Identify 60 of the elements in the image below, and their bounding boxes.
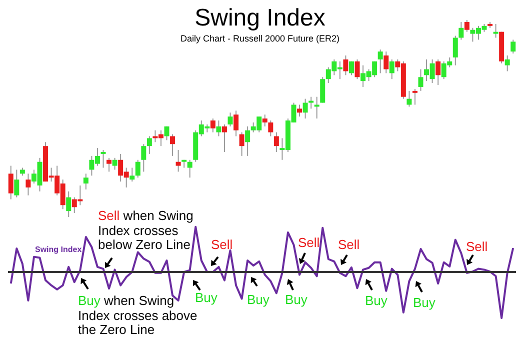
candlestick	[130, 167, 135, 182]
candlestick	[378, 49, 383, 74]
chart-title: Swing Index	[194, 4, 326, 32]
annotation: Buy	[365, 293, 388, 308]
candlestick	[268, 120, 274, 137]
candlestick	[354, 58, 360, 80]
annotation: Buy when Swing Index crosses above the Zero Line	[78, 293, 198, 337]
candlestick	[493, 23, 498, 38]
candlestick	[245, 126, 250, 156]
candlestick	[302, 98, 308, 119]
candlestick	[452, 35, 458, 66]
annotation: Buy	[413, 295, 436, 310]
candlestick	[8, 165, 14, 200]
text: Daily Chart - Russell 2000 Future (ER2)	[180, 34, 340, 44]
annotation: Sell	[338, 237, 360, 252]
candlestick	[228, 112, 233, 127]
candlestick	[146, 136, 152, 154]
candlestick	[222, 124, 227, 152]
annotation: Sell	[298, 235, 320, 250]
candlestick	[458, 21, 464, 40]
candlestick	[274, 132, 279, 152]
annotation: Sell	[211, 237, 233, 252]
annotation: Buy	[195, 290, 218, 306]
candlestick	[234, 110, 239, 137]
series-label: Swing Index	[35, 244, 82, 256]
candlestick	[262, 114, 268, 127]
annotation: Buy	[247, 292, 270, 308]
candlestick	[389, 58, 394, 80]
annotation: Sell when Swing Index crosses below Zero Line	[98, 208, 194, 252]
candlestick	[436, 58, 441, 86]
candlestick	[210, 118, 216, 133]
annotation: Sell	[466, 239, 488, 254]
candlestick	[187, 159, 192, 178]
candlestick	[343, 54, 348, 76]
candlestick	[504, 54, 510, 72]
candlestick	[384, 51, 389, 74]
candlestick	[320, 76, 326, 104]
candlestick	[406, 90, 412, 108]
candlestick	[176, 150, 181, 172]
annotation: Buy	[285, 292, 308, 308]
candlestick	[510, 39, 516, 54]
candlestick	[170, 134, 176, 156]
candlestick	[314, 96, 320, 119]
candlestick	[239, 132, 244, 156]
candlestick	[297, 104, 302, 118]
candlestick	[464, 20, 470, 32]
candlestick	[164, 126, 170, 141]
candlestick	[100, 150, 106, 168]
candlestick	[418, 68, 424, 92]
candlestick	[83, 173, 88, 190]
candlestick	[106, 157, 112, 172]
candlestick	[26, 173, 31, 196]
candlestick	[66, 190, 72, 218]
candlestick	[348, 60, 354, 76]
candlestick	[14, 169, 20, 198]
candlestick	[135, 159, 140, 178]
candlestick	[112, 157, 118, 170]
candlestick	[141, 144, 146, 172]
candlestick	[216, 120, 222, 137]
candlestick	[412, 88, 418, 106]
